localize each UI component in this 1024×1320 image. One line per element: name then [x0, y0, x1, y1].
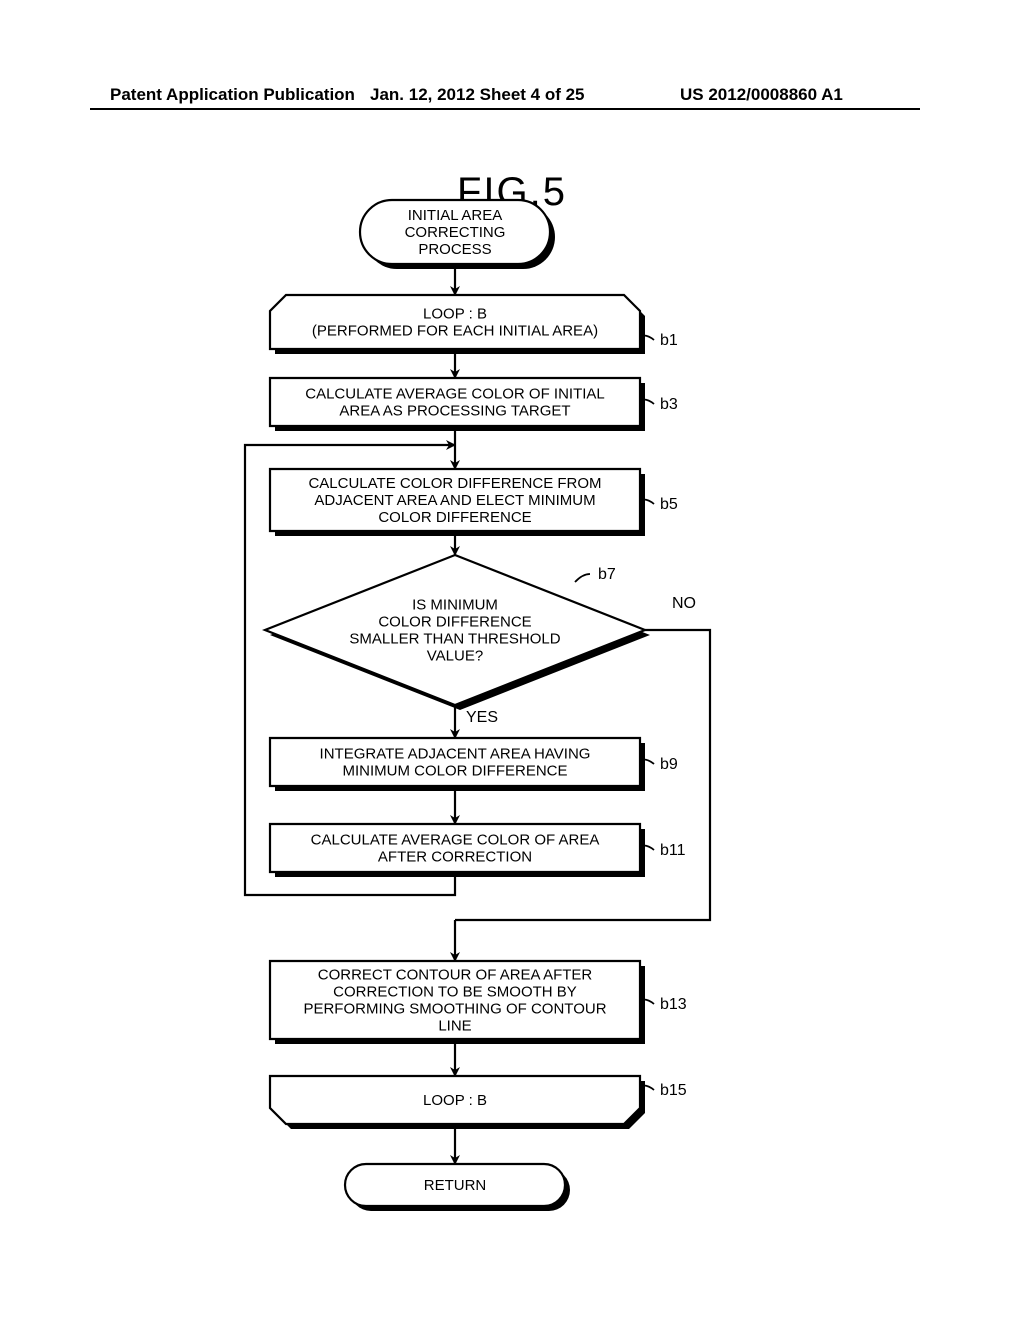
svg-text:b7: b7 — [598, 566, 616, 583]
svg-text:AREA AS PROCESSING TARGET: AREA AS PROCESSING TARGET — [339, 403, 570, 420]
svg-text:b11: b11 — [660, 842, 686, 859]
svg-text:b3: b3 — [660, 396, 678, 413]
svg-text:MINIMUM COLOR DIFFERENCE: MINIMUM COLOR DIFFERENCE — [343, 763, 568, 780]
svg-text:VALUE?: VALUE? — [427, 648, 483, 665]
svg-text:CORRECTING: CORRECTING — [405, 224, 506, 241]
svg-text:YES: YES — [466, 709, 498, 726]
svg-text:SMALLER THAN THRESHOLD: SMALLER THAN THRESHOLD — [349, 631, 560, 648]
svg-text:INTEGRATE ADJACENT AREA HAVING: INTEGRATE ADJACENT AREA HAVING — [320, 746, 591, 763]
svg-text:b5: b5 — [660, 496, 678, 513]
svg-text:ADJACENT AREA AND ELECT MINIMU: ADJACENT AREA AND ELECT MINIMUM — [314, 492, 595, 509]
svg-text:(PERFORMED FOR EACH INITIAL AR: (PERFORMED FOR EACH INITIAL AREA) — [312, 323, 598, 340]
svg-text:LOOP : B: LOOP : B — [423, 1092, 487, 1109]
svg-text:COLOR DIFFERENCE: COLOR DIFFERENCE — [378, 614, 531, 631]
svg-text:b9: b9 — [660, 756, 678, 773]
svg-text:CALCULATE AVERAGE COLOR OF ARE: CALCULATE AVERAGE COLOR OF AREA — [311, 832, 600, 849]
flowchart: INITIAL AREACORRECTINGPROCESSLOOP : B(PE… — [0, 0, 1024, 1320]
svg-text:b15: b15 — [660, 1082, 687, 1099]
svg-text:RETURN: RETURN — [424, 1177, 487, 1194]
svg-text:INITIAL AREA: INITIAL AREA — [408, 207, 502, 224]
svg-text:LINE: LINE — [438, 1018, 471, 1035]
svg-text:CALCULATE AVERAGE COLOR OF INI: CALCULATE AVERAGE COLOR OF INITIAL — [305, 386, 605, 403]
svg-text:PROCESS: PROCESS — [418, 241, 491, 258]
svg-text:CORRECT CONTOUR OF AREA AFTER: CORRECT CONTOUR OF AREA AFTER — [318, 967, 593, 984]
svg-text:CORRECTION TO BE SMOOTH BY: CORRECTION TO BE SMOOTH BY — [333, 984, 577, 1001]
svg-text:IS MINIMUM: IS MINIMUM — [412, 597, 498, 614]
svg-text:NO: NO — [672, 595, 696, 612]
svg-text:AFTER CORRECTION: AFTER CORRECTION — [378, 849, 532, 866]
svg-text:b13: b13 — [660, 996, 687, 1013]
svg-text:b1: b1 — [660, 332, 678, 349]
svg-text:PERFORMING SMOOTHING OF CONTOU: PERFORMING SMOOTHING OF CONTOUR — [303, 1001, 606, 1018]
svg-text:LOOP : B: LOOP : B — [423, 306, 487, 323]
svg-text:COLOR DIFFERENCE: COLOR DIFFERENCE — [378, 509, 531, 526]
svg-text:CALCULATE COLOR DIFFERENCE FRO: CALCULATE COLOR DIFFERENCE FROM — [308, 475, 601, 492]
